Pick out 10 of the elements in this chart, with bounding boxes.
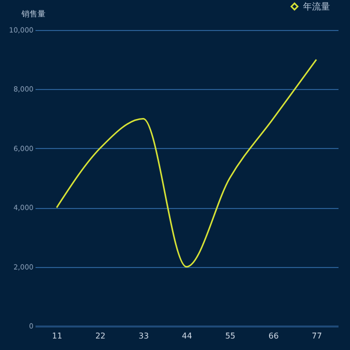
legend-label: 年流量 [303, 2, 330, 12]
x-tick-label: 22 [95, 332, 106, 340]
x-tick-label: 66 [268, 332, 279, 340]
x-tick-label: 55 [225, 332, 236, 340]
line-series [56, 58, 318, 268]
x-tick-label: 33 [138, 332, 149, 340]
x-tick-label: 11 [52, 332, 62, 340]
x-tick-label: 77 [312, 332, 322, 340]
x-tick-label: 44 [182, 332, 192, 340]
y-axis-title: 销售量 [20, 10, 46, 18]
